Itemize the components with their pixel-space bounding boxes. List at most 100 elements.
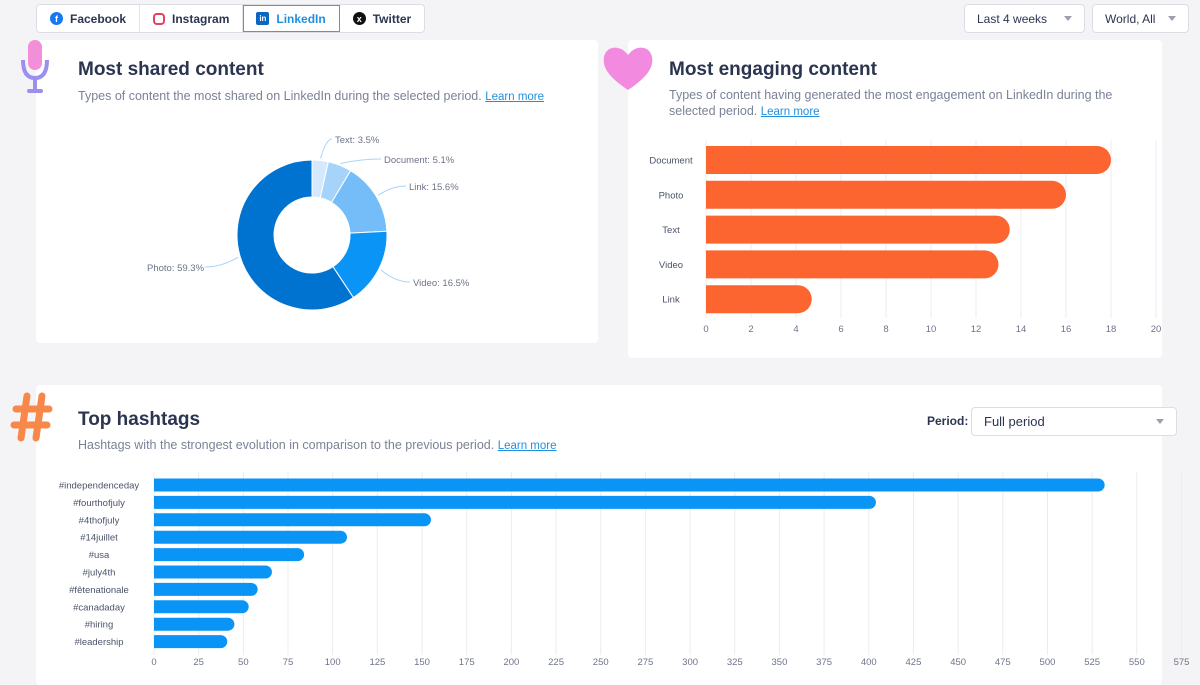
x-tick-label: 18: [1106, 324, 1117, 335]
x-tick-label: 200: [503, 657, 519, 668]
network-tabs: f Facebook Instagram in LinkedIn x Twitter: [36, 4, 426, 33]
x-tick-label: 550: [1129, 657, 1145, 668]
x-tick-label: 575: [1174, 657, 1190, 668]
tab-instagram[interactable]: Instagram: [140, 5, 244, 32]
donut-slice-photo: [236, 159, 355, 311]
category-label: #leadership: [74, 637, 123, 648]
x-tick-label: 225: [548, 657, 564, 668]
x-tick-label: 175: [459, 657, 475, 668]
x-tick-label: 8: [883, 324, 888, 335]
most-engaging-bar-chart: 0 2 4 6 8 10 12 14 16 18 20 Document Photo Text Video L…: [649, 140, 1162, 335]
x-tick-label: 14: [1016, 324, 1027, 335]
slice-label: Video: 16.5%: [413, 278, 470, 289]
slice-label: Link: 15.6%: [409, 182, 459, 193]
x-tick-label: 4: [793, 324, 798, 335]
microphone-icon: [21, 40, 49, 93]
bar-july4th: [154, 565, 272, 579]
tab-label: LinkedIn: [276, 11, 326, 26]
x-tick-label: 16: [1061, 324, 1072, 335]
slice-label: Text: 3.5%: [335, 135, 380, 146]
bar-fêtenationale: [154, 582, 258, 596]
most-engaging-title: Most engaging content: [669, 59, 877, 80]
bar-14juillet: [154, 530, 347, 544]
x-tick-label: 50: [238, 657, 249, 668]
learn-more-link[interactable]: Learn more: [497, 440, 557, 452]
x-tick-label: 20: [1151, 324, 1162, 335]
x-tick-label: 425: [906, 657, 922, 668]
period-select[interactable]: Full period: [971, 407, 1177, 436]
tab-label: Facebook: [70, 11, 127, 26]
x-tick-label: 275: [637, 657, 653, 668]
x-tick-label: 0: [151, 657, 156, 668]
tab-facebook[interactable]: f Facebook: [37, 5, 141, 32]
top-hashtags-subtitle: Hashtags with the strongest evolution in…: [78, 437, 557, 454]
chevron-down-icon: [1064, 16, 1072, 21]
bar-Link: [706, 285, 812, 314]
subtitle-text: Hashtags with the strongest evolution in…: [78, 438, 495, 452]
category-label: Video: [659, 260, 683, 271]
linkedin-icon: in: [256, 12, 270, 25]
leader-line: [340, 158, 382, 164]
x-tick-label: 12: [971, 324, 982, 335]
bar-canadaday: [154, 600, 249, 614]
most-engaging-subtitle: Types of content having generated the mo…: [669, 87, 1159, 120]
category-label: Link: [662, 295, 680, 306]
learn-more-link[interactable]: Learn more: [760, 106, 820, 118]
learn-more-link[interactable]: Learn more: [485, 91, 545, 103]
most-shared-donut-chart: Text: 3.5% Document: 5.1% Link: 15.6% Video…: [147, 135, 470, 311]
subtitle-text: Types of content having generated the mo…: [669, 88, 1113, 118]
category-label: #hiring: [85, 620, 114, 631]
x-tick-label: 10: [926, 324, 937, 335]
leader-line: [319, 138, 333, 159]
slice-label: Photo: 59.3%: [147, 263, 205, 274]
period-value: Full period: [984, 414, 1045, 429]
bar-Document: [706, 146, 1111, 174]
leader-line: [377, 185, 407, 196]
x-tick-label: 6: [838, 324, 843, 335]
facebook-icon: f: [50, 12, 63, 25]
tab-label: Twitter: [372, 11, 412, 26]
category-label: Text: [662, 225, 680, 236]
x-tick-label: 2: [748, 324, 753, 335]
x-tick-label: 450: [950, 657, 966, 668]
x-tick-label: 150: [414, 657, 430, 668]
date-range-select[interactable]: Last 4 weeks: [964, 4, 1085, 33]
subtitle-text: Types of content the most shared on Link…: [78, 89, 482, 103]
x-tick-label: 250: [593, 657, 609, 668]
category-label: Photo: [659, 190, 684, 201]
bar-Photo: [706, 180, 1066, 209]
leader-line: [204, 256, 239, 268]
category-label: #14juillet: [80, 533, 118, 544]
top-hashtags-title: Top hashtags: [78, 409, 201, 430]
region-value: World, All: [1105, 11, 1156, 26]
x-tick-label: 125: [369, 657, 385, 668]
category-label: #4thofjuly: [79, 515, 120, 526]
date-range-value: Last 4 weeks: [977, 11, 1048, 26]
region-select[interactable]: World, All: [1092, 4, 1189, 33]
period-label: Period:: [927, 414, 969, 428]
most-shared-title: Most shared content: [78, 59, 264, 80]
tab-twitter[interactable]: x Twitter: [340, 5, 424, 32]
tab-linkedin[interactable]: in LinkedIn: [243, 5, 340, 32]
hashtag-icon: [10, 392, 53, 442]
category-label: #july4th: [83, 568, 116, 579]
x-twitter-icon: x: [352, 12, 366, 25]
bar-usa: [154, 548, 305, 562]
x-tick-label: 0: [703, 324, 708, 335]
x-tick-label: 100: [325, 657, 341, 668]
x-tick-label: 500: [1040, 657, 1056, 668]
heart-icon: [603, 47, 653, 90]
category-label: #canadaday: [73, 602, 125, 613]
category-label: #independenceday: [59, 481, 140, 492]
x-tick-label: 300: [682, 657, 698, 668]
bar-independenceday: [154, 478, 1105, 492]
bar-hiring: [154, 617, 235, 631]
x-tick-label: 25: [193, 657, 204, 668]
chevron-down-icon: [1156, 419, 1164, 424]
category-label: #usa: [89, 550, 110, 561]
x-tick-label: 350: [772, 657, 788, 668]
slice-label: Document: 5.1%: [384, 155, 455, 166]
bar-leadership: [154, 635, 228, 649]
x-tick-label: 325: [727, 657, 743, 668]
x-tick-label: 525: [1084, 657, 1100, 668]
